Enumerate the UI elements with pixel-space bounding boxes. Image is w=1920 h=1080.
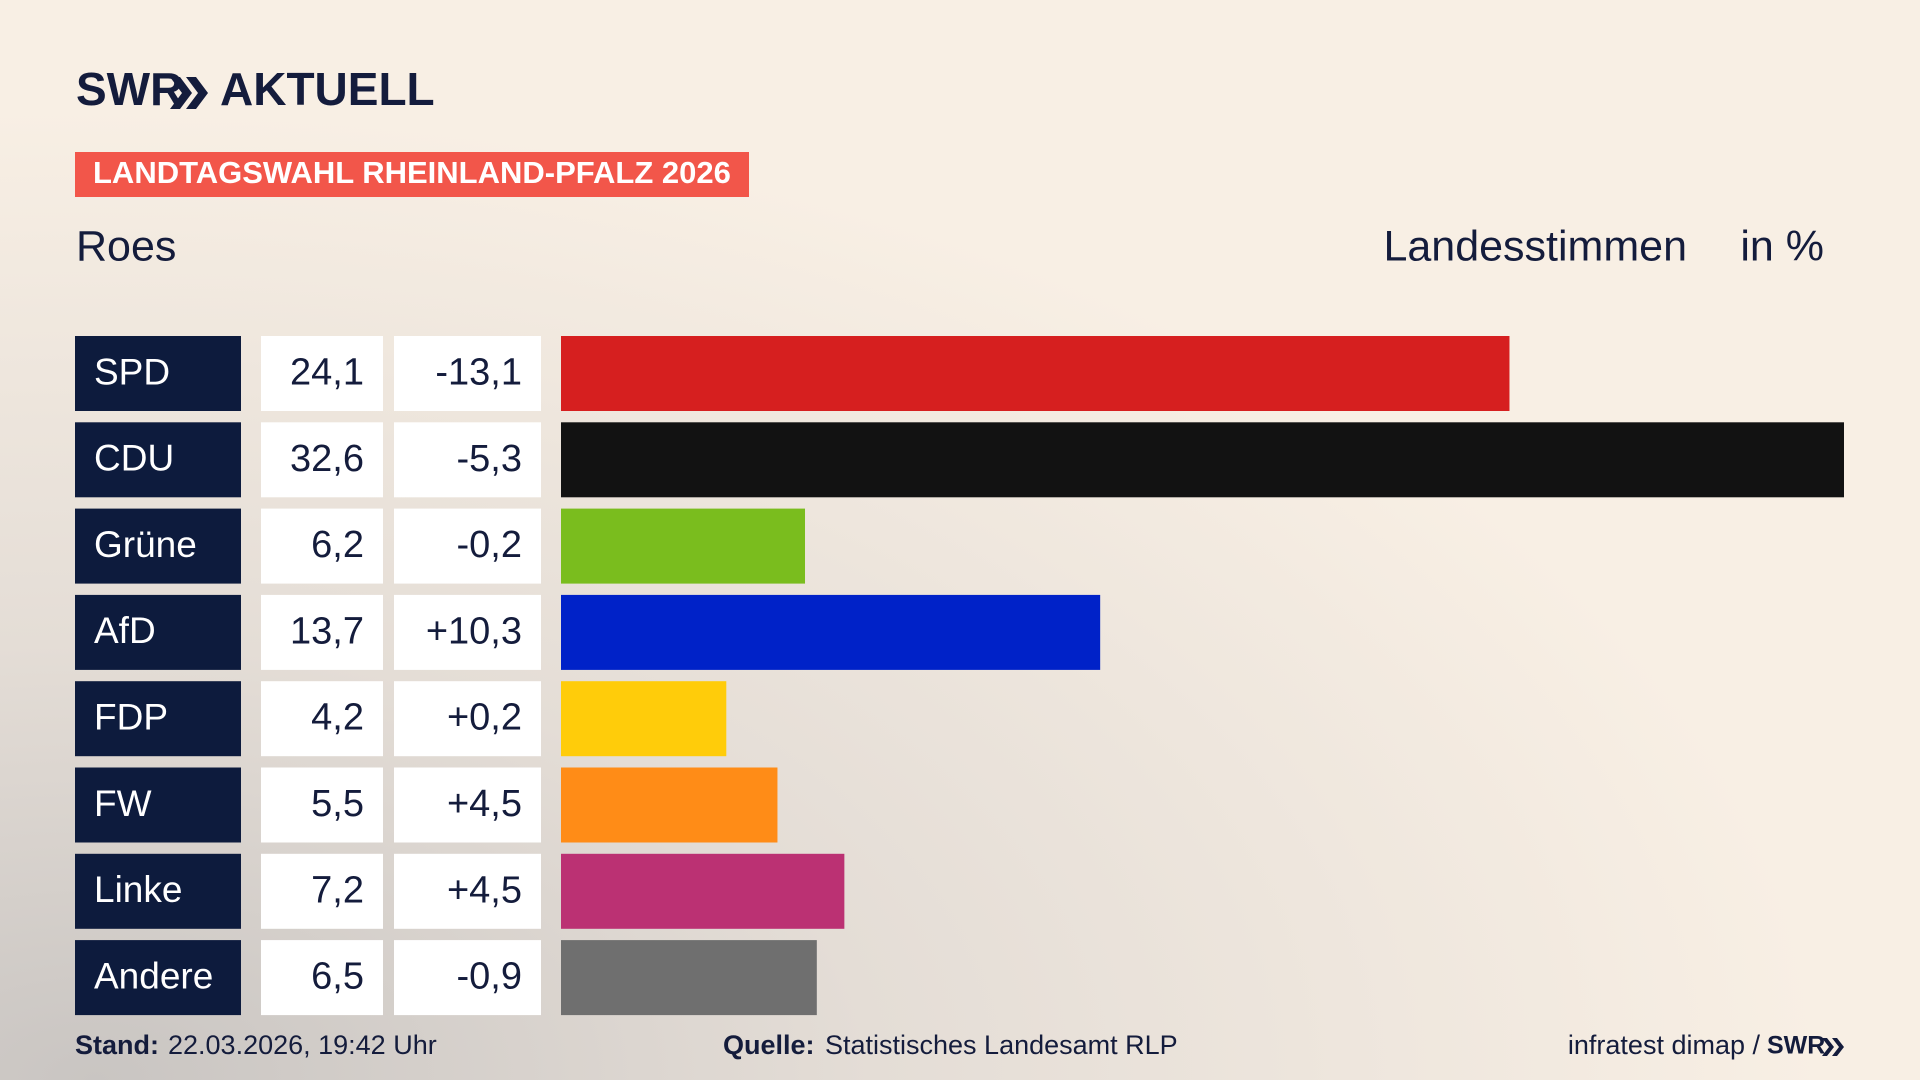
change-label: +4,5 — [447, 869, 522, 911]
value-label: 6,5 — [311, 956, 364, 998]
change-label: -13,1 — [435, 352, 522, 394]
change-box — [394, 422, 541, 498]
bar — [561, 940, 817, 1016]
value-box — [261, 594, 383, 670]
party-box — [75, 336, 241, 411]
party-label: FW — [94, 783, 152, 824]
party-label: Linke — [94, 869, 182, 910]
value-label: 4,2 — [311, 697, 364, 739]
party-box — [75, 508, 241, 584]
change-box — [394, 336, 541, 411]
change-box — [394, 767, 541, 843]
party-box — [75, 853, 241, 929]
change-box — [394, 594, 541, 670]
chart-title: Landesstimmen — [1383, 222, 1687, 270]
bar — [561, 681, 727, 757]
party-box — [75, 940, 241, 1016]
bar — [561, 767, 778, 843]
value-label: 13,7 — [290, 610, 364, 652]
change-label: +0,2 — [447, 697, 522, 739]
logo-text: SWR — [76, 63, 183, 115]
value-box — [261, 853, 383, 929]
footer-logo: SWR — [1767, 1032, 1825, 1060]
party-label: AfD — [94, 610, 156, 651]
party-box — [75, 767, 241, 843]
change-label: -0,9 — [457, 956, 522, 998]
value-box — [261, 336, 383, 411]
change-label: +4,5 — [447, 783, 522, 825]
value-label: 6,2 — [311, 524, 364, 566]
unit: in % — [1740, 222, 1824, 270]
bar — [561, 594, 1101, 670]
footer-text: Statistisches Landesamt RLP — [825, 1030, 1178, 1060]
value-label: 7,2 — [311, 869, 364, 911]
bar — [561, 336, 1510, 411]
change-label: +10,3 — [426, 610, 522, 652]
value-box — [261, 422, 383, 498]
change-box — [394, 853, 541, 929]
value-box — [261, 508, 383, 584]
value-label: 32,6 — [290, 438, 364, 480]
banner — [75, 152, 749, 197]
party-box — [75, 681, 241, 757]
party-label: SPD — [94, 351, 170, 392]
bar — [561, 422, 1844, 498]
footer-logo-chevrons — [1822, 1038, 1844, 1056]
party-box — [75, 422, 241, 498]
bar — [561, 853, 845, 929]
change-box — [394, 508, 541, 584]
change-box — [394, 681, 541, 757]
party-label: FDP — [94, 696, 168, 737]
footer-credit: infratest dimap / — [1568, 1030, 1761, 1060]
logo-chevrons — [170, 77, 208, 109]
change-label: -0,2 — [457, 524, 522, 566]
value-box — [261, 940, 383, 1016]
party-label: Andere — [94, 955, 213, 996]
footer-label: Quelle: — [723, 1030, 815, 1060]
banner-text: LANDTAGSWAHL RHEINLAND-PFALZ 2026 — [93, 155, 731, 190]
subtitle: Roes — [76, 222, 176, 270]
change-box — [394, 940, 541, 1016]
party-box — [75, 594, 241, 670]
change-label: -5,3 — [457, 438, 522, 480]
footer-text: 22.03.2026, 19:42 Uhr — [168, 1030, 437, 1060]
rows: SPD 24,1 -13,1 CDU 32,6 -5,3 Grüne 6,2 -0,2 AfD 13… — [75, 336, 1844, 1016]
logo-text: AKTUELL — [220, 63, 435, 115]
value-label: 5,5 — [311, 783, 364, 825]
bar — [561, 508, 806, 584]
value-box — [261, 767, 383, 843]
footer-label: Stand: — [75, 1030, 159, 1060]
party-label: CDU — [94, 438, 174, 479]
party-label: Grüne — [94, 524, 197, 565]
value-label: 24,1 — [290, 352, 364, 394]
value-box — [261, 681, 383, 757]
